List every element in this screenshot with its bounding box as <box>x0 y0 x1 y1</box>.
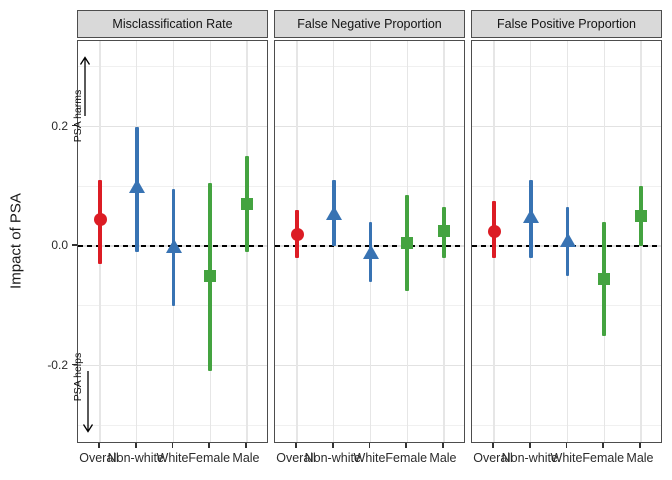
x-tick-label-male: Male <box>429 451 457 465</box>
psa-harms-annotation: PSA harms <box>72 89 84 143</box>
plot-panel: PSA harms PSA helps <box>72 40 268 443</box>
point-triangle-non-white <box>522 209 539 224</box>
x-tick-mark <box>171 443 174 448</box>
x-tick-label-non-white: Non-white <box>107 451 164 465</box>
y-tick-mark <box>72 244 77 246</box>
point-square-female <box>401 237 414 249</box>
x-tick-label-female: Female <box>582 451 625 465</box>
point-triangle-non-white <box>128 179 145 194</box>
down-arrowhead-icon <box>82 424 94 433</box>
y-tick-mark <box>72 363 77 366</box>
facet-strip: False Positive Proportion <box>471 10 662 38</box>
gridline-minor-h <box>275 424 464 426</box>
direction-arrows <box>79 56 94 433</box>
point-triangle-white <box>559 233 576 248</box>
psa-helps-annotation: PSA helps <box>72 352 84 402</box>
x-tick-mark <box>602 443 604 448</box>
x-tick-mark <box>492 443 494 448</box>
facet-strip-label: False Negative Proportion <box>297 17 442 31</box>
x-tick-label-non-white: Non-white <box>501 451 558 465</box>
point-square-male <box>437 225 450 238</box>
facet-strip-label: Misclassification Rate <box>112 17 233 31</box>
gridline-minor-h <box>78 424 267 426</box>
gridline-minor-h <box>78 305 267 307</box>
x-tick-mark <box>135 443 137 448</box>
gridline-major-h <box>472 125 661 128</box>
facet-strip: False Negative Proportion <box>274 10 465 38</box>
point-circle-overall <box>290 227 304 241</box>
x-tick-mark <box>295 443 297 448</box>
gridline-minor-h <box>275 305 464 307</box>
x-tick-label-non-white: Non-white <box>304 451 361 465</box>
gridline-major-h <box>78 364 267 367</box>
gridline-minor-h <box>472 424 661 426</box>
facet-strip: Misclassification Rate <box>77 10 268 38</box>
x-tick-label-male: Male <box>626 451 654 465</box>
point-square-female <box>204 269 217 282</box>
x-tick-label-overall: Overall <box>473 451 513 465</box>
gridline-minor-h <box>275 66 464 68</box>
x-tick-mark <box>245 443 247 448</box>
point-square-female <box>598 272 611 285</box>
gridline-major-h <box>472 364 661 367</box>
up-arrowhead-icon <box>79 56 91 65</box>
gridline-minor-h <box>275 185 464 187</box>
x-tick-label-white: White <box>353 451 386 465</box>
x-tick-label-white: White <box>156 451 189 465</box>
x-tick-mark <box>208 443 210 448</box>
gridline-minor-h <box>472 305 661 307</box>
point-triangle-white <box>362 244 379 259</box>
x-tick-label-male: Male <box>232 451 260 465</box>
gridline-minor-h <box>472 66 661 68</box>
x-tick-label-overall: Overall <box>79 451 119 465</box>
y-tick-label: 0.0 <box>51 238 68 252</box>
x-tick-mark <box>442 443 444 448</box>
x-tick-mark <box>639 443 641 448</box>
x-tick-mark <box>529 443 531 448</box>
x-tick-mark <box>98 443 100 448</box>
point-triangle-white <box>165 239 182 253</box>
point-circle-overall <box>487 224 501 238</box>
x-tick-label-female: Female <box>385 451 428 465</box>
x-tick-label-overall: Overall <box>276 451 316 465</box>
x-tick-label-white: White <box>550 451 583 465</box>
x-tick-mark <box>332 443 334 448</box>
gridline-minor-h <box>472 185 661 187</box>
point-triangle-non-white <box>325 206 342 221</box>
gridline-minor-h <box>78 66 267 68</box>
point-square-male <box>240 198 253 211</box>
x-tick-label-female: Female <box>188 451 231 465</box>
gridline-major-h <box>78 125 267 128</box>
facet-strip-label: False Positive Proportion <box>497 17 636 31</box>
point-circle-overall <box>93 212 107 226</box>
x-tick-mark <box>368 443 371 448</box>
gridline-major-h <box>275 125 464 128</box>
point-square-male <box>634 210 647 223</box>
plot-panel <box>274 40 465 443</box>
y-axis-title: Impact of PSA <box>7 193 25 289</box>
y-tick-label: 0.2 <box>51 118 68 133</box>
x-tick-mark <box>405 443 407 448</box>
plot-panel <box>471 40 662 443</box>
gridline-minor-h <box>78 185 267 187</box>
y-tick-label: -0.2 <box>47 357 68 372</box>
x-tick-mark <box>565 443 568 448</box>
gridline-major-h <box>275 364 464 367</box>
y-tick-mark <box>72 124 77 127</box>
